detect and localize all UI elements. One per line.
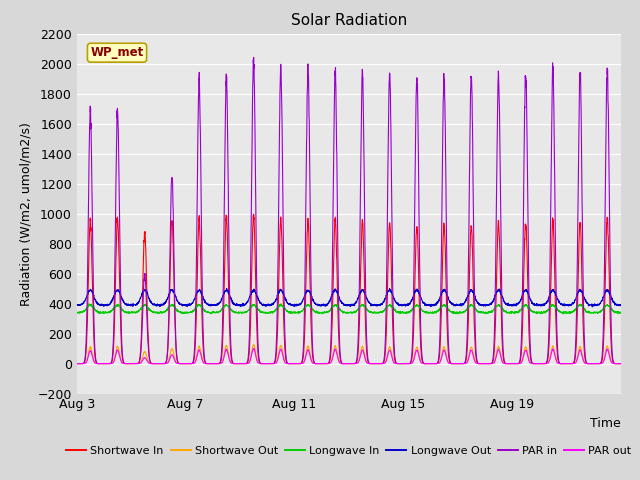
Shortwave Out [522,344,529,350]
Longwave In [452,309,460,315]
Longwave Out [246,294,253,300]
PAR out [482,361,490,367]
Legend: Shortwave In, Shortwave Out, Longwave In, Longwave Out, PAR in, PAR out: Shortwave In, Shortwave Out, Longwave In… [61,441,636,460]
Longwave Out [452,301,460,307]
Shortwave Out [452,361,460,367]
PAR in [250,54,257,60]
Longwave In [85,301,93,307]
Shortwave Out [73,361,81,367]
PAR out [73,361,81,367]
Shortwave In [246,348,253,354]
Longwave Out [522,287,529,292]
Longwave Out [482,302,490,308]
Longwave In [452,310,460,315]
Shortwave In [418,355,426,360]
Shortwave In [73,361,81,367]
Y-axis label: Radiation (W/m2, umol/m2/s): Radiation (W/m2, umol/m2/s) [19,121,32,306]
PAR in [617,361,625,367]
Longwave Out [452,301,460,307]
PAR out [522,348,529,353]
Longwave Out [617,302,625,308]
PAR in [522,75,529,81]
Shortwave Out [418,360,426,366]
Longwave Out [418,297,426,303]
Longwave In [418,307,426,312]
Shortwave Out [246,359,253,365]
Longwave In [522,302,529,308]
PAR in [452,361,460,367]
PAR out [246,360,253,365]
Line: Shortwave In: Shortwave In [77,214,621,364]
Shortwave In [482,361,490,367]
PAR in [452,361,460,367]
Shortwave In [452,361,460,367]
Longwave In [617,310,625,315]
Shortwave Out [452,361,460,367]
Shortwave Out [617,361,625,367]
Longwave In [559,311,566,317]
X-axis label: Time: Time [590,417,621,430]
Line: PAR in: PAR in [77,57,621,364]
PAR out [452,361,460,367]
Line: PAR out: PAR out [77,348,621,364]
Longwave Out [223,286,230,291]
PAR out [452,361,460,367]
PAR in [482,361,490,367]
PAR in [418,348,426,354]
PAR in [246,335,253,341]
Line: Shortwave Out: Shortwave Out [77,345,621,364]
Shortwave Out [250,342,257,348]
Shortwave In [250,211,257,217]
Longwave In [482,309,490,315]
Longwave Out [588,304,596,310]
PAR in [73,361,81,367]
Shortwave In [522,223,529,228]
PAR out [418,360,426,366]
Title: Solar Radiation: Solar Radiation [291,13,407,28]
Shortwave Out [482,361,490,367]
Shortwave In [617,361,625,367]
PAR out [617,361,625,367]
Longwave Out [73,302,81,308]
Longwave In [246,306,253,312]
Text: WP_met: WP_met [90,46,143,59]
Longwave In [73,310,81,315]
Line: Longwave In: Longwave In [77,304,621,314]
Shortwave In [452,361,460,367]
Line: Longwave Out: Longwave Out [77,288,621,307]
PAR out [250,346,257,351]
